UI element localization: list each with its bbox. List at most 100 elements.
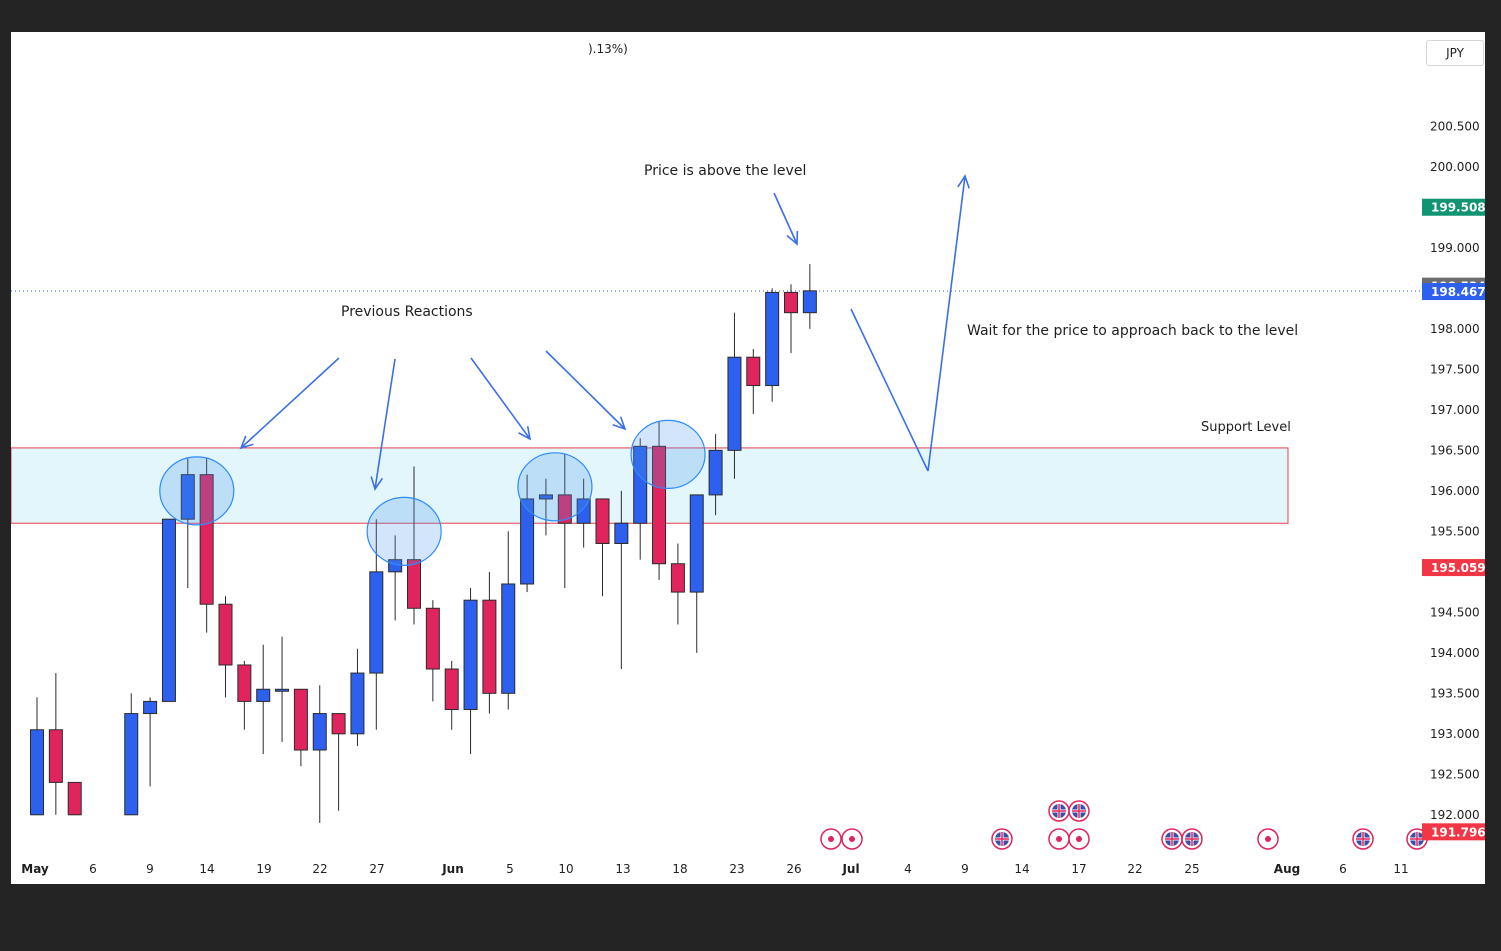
y-axis-tick-label: 192.000 [1430, 808, 1480, 822]
x-axis-tick-label: 25 [1184, 862, 1199, 876]
x-axis-tick-label: 4 [904, 862, 912, 876]
price-tag-label: 198.467 [1431, 285, 1485, 299]
candle[interactable] [784, 284, 798, 354]
candle-body [331, 713, 346, 735]
uk-flag-icon[interactable] [1048, 800, 1070, 822]
price-tag: 191.796 [1422, 823, 1485, 841]
candle[interactable] [652, 422, 667, 580]
price-change-fragment: ).13%) [588, 42, 628, 56]
candle[interactable] [124, 693, 139, 816]
candle[interactable] [143, 697, 158, 787]
economic-event-icon[interactable] [841, 828, 863, 850]
chart-panel[interactable]: 200.500 200.000 199.000 198.000 197.500 197.0… [11, 32, 1485, 884]
candle[interactable] [331, 713, 346, 811]
price-tag-label: 199.508 [1431, 201, 1485, 215]
candle-body [689, 494, 704, 593]
candle-body [369, 571, 384, 674]
x-axis-tick-label: 27 [369, 862, 384, 876]
candle[interactable] [689, 494, 704, 653]
candle[interactable] [312, 685, 327, 823]
economic-event-icon[interactable] [820, 828, 842, 850]
candle[interactable] [482, 571, 497, 714]
candle-body [746, 356, 761, 387]
x-axis-tick-label: 26 [786, 862, 801, 876]
candle[interactable] [727, 312, 742, 479]
candle[interactable] [765, 288, 780, 402]
candle[interactable] [67, 781, 82, 816]
uk-flag-icon[interactable] [1181, 828, 1203, 850]
uk-flag-icon[interactable] [1068, 800, 1090, 822]
candle-body [180, 474, 195, 520]
candle[interactable] [444, 660, 459, 730]
candle-body [557, 494, 572, 524]
currency-button[interactable]: JPY [1426, 40, 1484, 66]
candle[interactable] [520, 474, 535, 593]
candle[interactable] [746, 349, 761, 414]
y-axis-tick-label: 194.000 [1430, 646, 1480, 660]
candle[interactable] [275, 636, 290, 742]
candle[interactable] [670, 543, 685, 625]
support-level-label: Support Level [1201, 420, 1291, 435]
uk-flag-icon[interactable] [1161, 828, 1183, 850]
candle[interactable] [30, 697, 44, 816]
candle-body [708, 449, 723, 496]
candle[interactable] [595, 498, 610, 597]
economic-event-icon[interactable] [1048, 828, 1070, 850]
y-axis-tick-label: 194.500 [1430, 605, 1480, 619]
y-axis-tick-label: 196.500 [1430, 443, 1480, 457]
economic-event-icon[interactable] [1068, 828, 1090, 850]
uk-flag-icon[interactable] [991, 828, 1013, 850]
x-axis-tick-label: 6 [1339, 862, 1347, 876]
candle[interactable] [614, 490, 629, 670]
candle-body [765, 291, 780, 387]
candle-body [802, 290, 817, 314]
uk-flag-icon[interactable] [1352, 828, 1374, 850]
price-tag: 195.059 [1422, 559, 1485, 577]
candle[interactable] [180, 458, 195, 589]
candle[interactable] [633, 438, 648, 560]
candle-body [293, 688, 308, 751]
economic-event-icon[interactable] [1257, 828, 1279, 850]
price-tag: 199.508 [1422, 198, 1485, 216]
y-axis-tick-label: 193.000 [1430, 727, 1480, 741]
candle[interactable] [425, 600, 440, 702]
price-tag: 198.467 [1422, 283, 1485, 301]
candle[interactable] [293, 688, 308, 767]
x-axis-tick-label: 14 [199, 862, 214, 876]
candle[interactable] [350, 648, 365, 746]
candle-body [199, 474, 214, 605]
y-axis-tick-label: 192.500 [1430, 767, 1480, 781]
candle-body [501, 583, 516, 694]
candle[interactable] [501, 531, 516, 710]
candle[interactable] [199, 458, 214, 633]
candle[interactable] [557, 454, 572, 589]
candle[interactable] [463, 588, 478, 755]
y-axis-tick-label: 197.000 [1430, 403, 1480, 417]
x-axis-tick-label: 17 [1071, 862, 1086, 876]
previous-reactions-annotation: Previous Reactions [341, 304, 473, 320]
candle[interactable] [256, 644, 271, 755]
candle-body [67, 781, 82, 816]
candle-body [124, 713, 139, 816]
candle[interactable] [218, 596, 233, 698]
candle[interactable] [802, 264, 817, 329]
y-axis-tick-label: 198.000 [1430, 322, 1480, 336]
projection-up-arrow [927, 174, 970, 472]
x-axis-tick-label: 23 [729, 862, 744, 876]
x-axis-tick-label: 22 [312, 862, 327, 876]
candle[interactable] [48, 673, 63, 815]
candle[interactable] [538, 478, 553, 536]
price-chart[interactable]: 200.500 200.000 199.000 198.000 197.500 197.0… [11, 32, 1485, 884]
candle[interactable] [708, 434, 723, 516]
candle-body [727, 356, 742, 451]
candle-body [520, 498, 535, 585]
candle[interactable] [407, 466, 421, 625]
x-axis-tick-label: 19 [256, 862, 271, 876]
reaction-arrow-2 [370, 358, 396, 491]
candle[interactable] [237, 660, 252, 730]
x-axis-tick-label: 9 [146, 862, 154, 876]
candle-body [538, 494, 553, 500]
candle[interactable] [161, 518, 176, 702]
y-axis-tick-label: 197.500 [1430, 362, 1480, 376]
x-axis-tick-label: 14 [1014, 862, 1029, 876]
